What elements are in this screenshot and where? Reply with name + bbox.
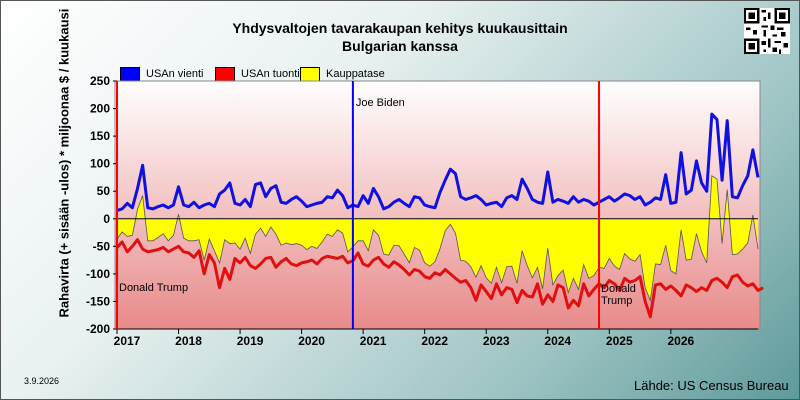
x-tick-label: 2021: [360, 334, 387, 348]
qr-code-icon[interactable]: [744, 8, 790, 54]
annotation-label-line: Joe Biden: [356, 97, 405, 109]
annotation-label-line: Trump: [601, 295, 632, 307]
x-tick-label: 2019: [237, 334, 264, 348]
x-tick-label: 2017: [114, 334, 141, 348]
annotation-label: Donald Trump: [119, 282, 188, 294]
annotation-label-line: Donald: [601, 283, 636, 295]
legend-label: USAn vienti: [146, 68, 204, 80]
y-tick-label: 50: [97, 184, 111, 198]
date-stamp: 3.9.2026: [24, 376, 60, 386]
x-tick-label: 2023: [483, 334, 510, 348]
x-tick-label: 2018: [175, 334, 202, 348]
annotation-label: Donald Trump: [601, 283, 636, 307]
y-tick-label: -150: [86, 294, 110, 308]
y-axis-label: Rahavirta (+ sisään -ulos) * miljoonaa $…: [56, 8, 72, 318]
balance-line: [116, 175, 759, 302]
legend-item-imports: USAn tuonti: [215, 66, 300, 82]
y-tick-label: 250: [90, 74, 110, 88]
y-tick-label: 0: [103, 212, 110, 226]
y-tick-label: 100: [90, 157, 110, 171]
annotation-label: Joe Biden: [356, 97, 405, 109]
y-tick-label: -100: [86, 267, 110, 281]
x-tick-label: 2024: [544, 334, 571, 348]
imports-line: [115, 238, 764, 319]
exports-line: [116, 112, 760, 212]
legend-label: USAn tuonti: [241, 68, 300, 80]
y-tick-label: 150: [90, 129, 110, 143]
chart-title: Yhdysvaltojen tavarakaupan kehitys kuuka…: [232, 20, 568, 36]
x-tick-label: 2025: [606, 334, 633, 348]
y-tick-label: -200: [86, 322, 110, 336]
legend-label: Kauppatase: [326, 68, 385, 80]
y-tick-label: 200: [90, 102, 110, 116]
y-tick-label: -50: [93, 239, 111, 253]
chart-subtitle: Bulgarian kanssa: [342, 38, 458, 54]
legend-item-balance: Kauppatase: [300, 66, 385, 82]
x-tick-label: 2020: [298, 334, 325, 348]
annotation-label-line: Donald Trump: [119, 282, 188, 294]
source-label: Lähde: US Census Bureau: [634, 378, 789, 393]
x-tick-label: 2026: [667, 334, 694, 348]
x-tick-label: 2022: [421, 334, 448, 348]
